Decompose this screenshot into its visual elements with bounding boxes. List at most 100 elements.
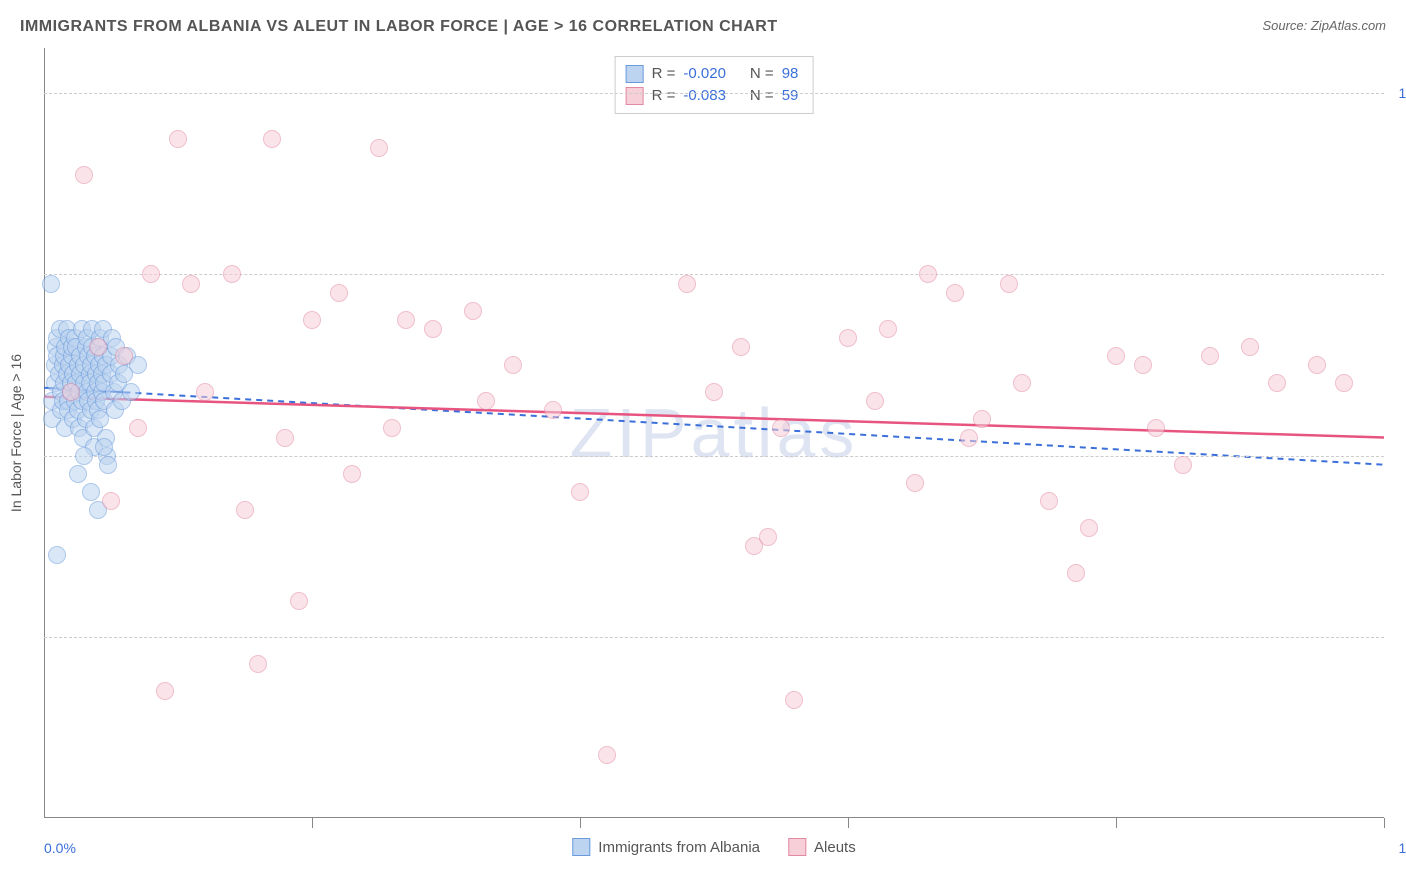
- data-point-series-2: [504, 356, 522, 374]
- r-label-2: R =: [652, 85, 676, 107]
- data-point-series-2: [544, 401, 562, 419]
- data-point-series-2: [960, 429, 978, 447]
- r-value-2: -0.083: [683, 85, 726, 107]
- scatter-plot: ZIPatlas In Labor Force | Age > 16 R = -…: [44, 48, 1384, 818]
- data-point-series-2: [196, 383, 214, 401]
- correlation-stat-box: R = -0.020 N = 98 R = -0.083 N = 59: [615, 56, 814, 114]
- x-axis-tick: [848, 818, 849, 828]
- x-axis-tick: [1116, 818, 1117, 828]
- data-point-series-2: [1147, 419, 1165, 437]
- data-point-series-2: [142, 265, 160, 283]
- x-axis-label-max: 100.0%: [1399, 840, 1406, 856]
- data-point-series-2: [1241, 338, 1259, 356]
- data-point-series-2: [330, 284, 348, 302]
- data-point-series-2: [1000, 275, 1018, 293]
- legend-item-2: Aleuts: [788, 838, 856, 856]
- data-point-series-2: [1268, 374, 1286, 392]
- data-point-series-2: [785, 691, 803, 709]
- data-point-series-2: [169, 130, 187, 148]
- x-axis-tick: [1384, 818, 1385, 828]
- data-point-series-2: [1308, 356, 1326, 374]
- data-point-series-2: [129, 419, 147, 437]
- data-point-series-2: [397, 311, 415, 329]
- x-axis-tick: [580, 818, 581, 828]
- data-point-series-2: [276, 429, 294, 447]
- data-point-series-2: [156, 682, 174, 700]
- data-point-series-2: [464, 302, 482, 320]
- data-point-series-1: [69, 465, 87, 483]
- data-point-series-2: [1134, 356, 1152, 374]
- data-point-series-2: [598, 746, 616, 764]
- data-point-series-2: [705, 383, 723, 401]
- legend: Immigrants from Albania Aleuts: [572, 838, 855, 856]
- data-point-series-2: [839, 329, 857, 347]
- data-point-series-2: [973, 410, 991, 428]
- data-point-series-1: [48, 546, 66, 564]
- y-axis-tick-label: 100.0%: [1399, 85, 1406, 101]
- data-point-series-2: [249, 655, 267, 673]
- data-point-series-2: [571, 483, 589, 501]
- data-point-series-1: [122, 383, 140, 401]
- data-point-series-2: [343, 465, 361, 483]
- data-point-series-1: [82, 483, 100, 501]
- data-point-series-2: [1040, 492, 1058, 510]
- data-point-series-1: [75, 447, 93, 465]
- data-point-series-2: [906, 474, 924, 492]
- data-point-series-2: [115, 347, 133, 365]
- data-point-series-2: [1201, 347, 1219, 365]
- n-value-2: 59: [782, 85, 799, 107]
- gridline: [44, 274, 1384, 275]
- data-point-series-1: [95, 438, 113, 456]
- data-point-series-2: [290, 592, 308, 610]
- plot-border: [44, 48, 1384, 818]
- r-label-1: R =: [652, 63, 676, 85]
- data-point-series-2: [866, 392, 884, 410]
- data-point-series-2: [182, 275, 200, 293]
- data-point-series-2: [1080, 519, 1098, 537]
- data-point-series-2: [477, 392, 495, 410]
- legend-item-1: Immigrants from Albania: [572, 838, 760, 856]
- data-point-series-2: [303, 311, 321, 329]
- data-point-series-2: [879, 320, 897, 338]
- data-point-series-2: [1174, 456, 1192, 474]
- legend-label-1: Immigrants from Albania: [598, 839, 760, 856]
- data-point-series-2: [1067, 564, 1085, 582]
- swatch-series-1: [626, 65, 644, 83]
- y-axis-title: In Labor Force | Age > 16: [8, 354, 24, 512]
- legend-swatch-1: [572, 838, 590, 856]
- data-point-series-2: [62, 383, 80, 401]
- n-label-1: N =: [750, 63, 774, 85]
- data-point-series-2: [223, 265, 241, 283]
- data-point-series-1: [42, 275, 60, 293]
- data-point-series-2: [1013, 374, 1031, 392]
- chart-source: Source: ZipAtlas.com: [1262, 18, 1386, 33]
- x-axis-label-min: 0.0%: [44, 840, 76, 856]
- data-point-series-2: [236, 501, 254, 519]
- stat-row-series-1: R = -0.020 N = 98: [626, 63, 799, 85]
- r-value-1: -0.020: [683, 63, 726, 85]
- data-point-series-2: [1335, 374, 1353, 392]
- chart-page: IMMIGRANTS FROM ALBANIA VS ALEUT IN LABO…: [0, 0, 1406, 892]
- data-point-series-2: [424, 320, 442, 338]
- swatch-series-2: [626, 87, 644, 105]
- data-point-series-2: [759, 528, 777, 546]
- data-point-series-2: [946, 284, 964, 302]
- n-value-1: 98: [782, 63, 799, 85]
- gridline: [44, 637, 1384, 638]
- n-label-2: N =: [750, 85, 774, 107]
- data-point-series-1: [99, 456, 117, 474]
- data-point-series-2: [263, 130, 281, 148]
- data-point-series-2: [89, 338, 107, 356]
- data-point-series-2: [383, 419, 401, 437]
- data-point-series-2: [370, 139, 388, 157]
- data-point-series-2: [1107, 347, 1125, 365]
- chart-title: IMMIGRANTS FROM ALBANIA VS ALEUT IN LABO…: [20, 18, 778, 36]
- data-point-series-2: [919, 265, 937, 283]
- data-point-series-2: [678, 275, 696, 293]
- data-point-series-2: [772, 419, 790, 437]
- data-point-series-2: [732, 338, 750, 356]
- x-axis-tick: [312, 818, 313, 828]
- stat-row-series-2: R = -0.083 N = 59: [626, 85, 799, 107]
- legend-label-2: Aleuts: [814, 839, 856, 856]
- data-point-series-2: [102, 492, 120, 510]
